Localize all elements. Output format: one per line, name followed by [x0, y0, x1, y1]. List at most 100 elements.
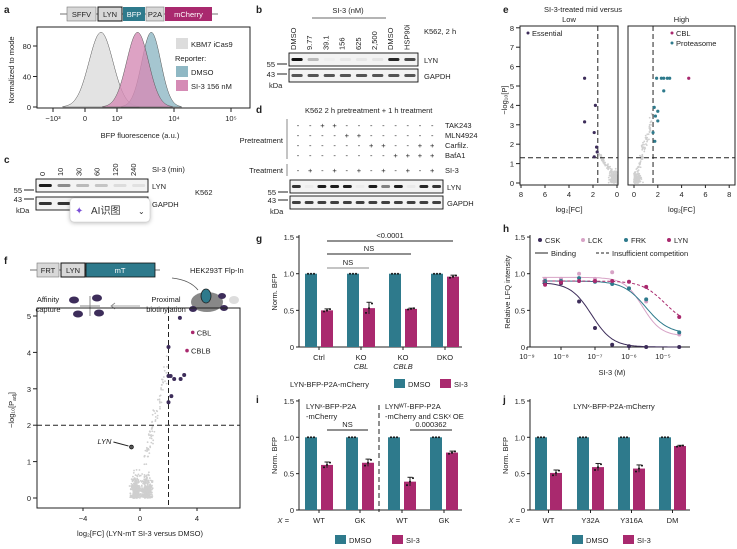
replicate-point: [558, 469, 560, 472]
background-point: [642, 146, 645, 149]
legend-marker: [526, 31, 530, 35]
background-point: [609, 179, 612, 181]
blot-label-0: LYN: [447, 183, 461, 192]
volcano-f: CBL CBLB LYN −4 0 4 0 1 2 3 4 5 log₂[FC] (LYN-mT SI-…: [7, 307, 241, 538]
background-point: [159, 407, 161, 410]
legend-marker: [624, 238, 628, 242]
background-point: [160, 387, 162, 389]
sign: +: [406, 151, 411, 160]
background-point: [636, 181, 639, 184]
x-prefix-label: X =: [277, 516, 290, 525]
background-point: [645, 143, 647, 145]
background-point: [140, 494, 143, 497]
background-point: [142, 487, 144, 490]
labeled-point-cbl: [190, 330, 195, 335]
replicate-point: [451, 451, 453, 454]
chevron-down-icon[interactable]: ⌄: [138, 207, 145, 216]
sign: -: [297, 166, 300, 175]
background-point: [151, 493, 153, 496]
background-point: [615, 171, 618, 173]
background-point: [139, 494, 141, 496]
band: [38, 202, 52, 205]
point-lyn: [627, 279, 631, 284]
sign: -: [358, 121, 361, 130]
background-point: [607, 165, 609, 168]
replicate-point: [349, 272, 351, 275]
background-point: [149, 491, 152, 493]
background-point: [639, 177, 642, 180]
point-lyn: [577, 279, 582, 284]
point-proteasome: [652, 105, 656, 109]
point-proteasome: [653, 139, 657, 143]
background-point: [142, 482, 145, 485]
category-label: WT: [313, 516, 325, 525]
background-point: [144, 486, 147, 489]
row-label: BafA1: [445, 151, 465, 160]
y-tick-label: 7: [510, 43, 514, 52]
replicate-point: [635, 470, 637, 473]
band: [323, 74, 335, 77]
legend-label: DMSO: [408, 380, 431, 389]
background-point: [611, 180, 614, 183]
sign: +: [406, 166, 411, 175]
point-essential: [592, 130, 596, 135]
sign: -: [431, 131, 434, 140]
point-proteasome: [651, 130, 655, 135]
background-point: [143, 474, 146, 476]
band: [372, 58, 384, 61]
y-tick-label: 1.0: [515, 433, 525, 442]
background-point: [146, 496, 149, 499]
marker-43: 43: [267, 70, 275, 79]
x-tick-label: −10³: [45, 114, 61, 123]
background-point: [151, 413, 154, 416]
x-tick-label: 0: [632, 190, 636, 199]
lane-label: 39.1: [321, 35, 330, 50]
mt-label: mT: [115, 266, 126, 275]
replicate-point: [454, 450, 456, 453]
background-point: [604, 163, 607, 166]
kda-label: kDa: [16, 206, 30, 215]
background-point: [648, 138, 650, 141]
mcherry-label: mCherry: [174, 10, 203, 19]
band: [419, 201, 429, 204]
plot-frame: [36, 307, 241, 509]
x-tick-label: 10⁻⁹: [519, 352, 535, 361]
replicate-point: [313, 436, 315, 439]
kda-label: kDa: [269, 81, 283, 90]
band: [356, 185, 365, 188]
d-pretreatment-label: Pretreatment: [240, 136, 284, 145]
y-tick-label: 5: [27, 312, 31, 321]
sign: +: [430, 141, 435, 150]
band: [291, 185, 301, 188]
legend-marker: [538, 238, 542, 242]
x-tick-label: 10⁻⁷: [587, 352, 602, 361]
band: [432, 201, 442, 204]
background-point: [649, 128, 652, 131]
background-point: [145, 478, 148, 481]
ylabel-end: ]: [7, 392, 16, 394]
replicate-point: [667, 436, 669, 439]
replicate-point: [582, 436, 584, 439]
point-lyn: [543, 282, 548, 287]
legend-title: LYN-BFP-P2A-mCherry: [290, 380, 369, 389]
x-tick-label: 6: [543, 190, 547, 199]
replicate-point: [391, 272, 393, 275]
background-point: [135, 480, 138, 483]
point-frk: [627, 286, 631, 291]
background-point: [600, 153, 602, 156]
sign: +: [418, 151, 423, 160]
y-tick-label: 6: [510, 63, 514, 72]
legend-label: DMSO: [586, 536, 609, 545]
bar-si3: [633, 468, 645, 510]
ai-recognize-popup[interactable]: ✦ AI识图 ⌄: [69, 197, 151, 223]
background-point: [607, 163, 609, 165]
point-proteasome: [662, 76, 666, 80]
band: [57, 184, 71, 187]
point-csk: [593, 325, 597, 330]
blot-strip-lyn: [35, 178, 149, 193]
category-label: CBLB: [393, 362, 413, 371]
background-point: [639, 162, 642, 165]
replicate-point: [409, 480, 411, 483]
background-point: [143, 463, 146, 466]
